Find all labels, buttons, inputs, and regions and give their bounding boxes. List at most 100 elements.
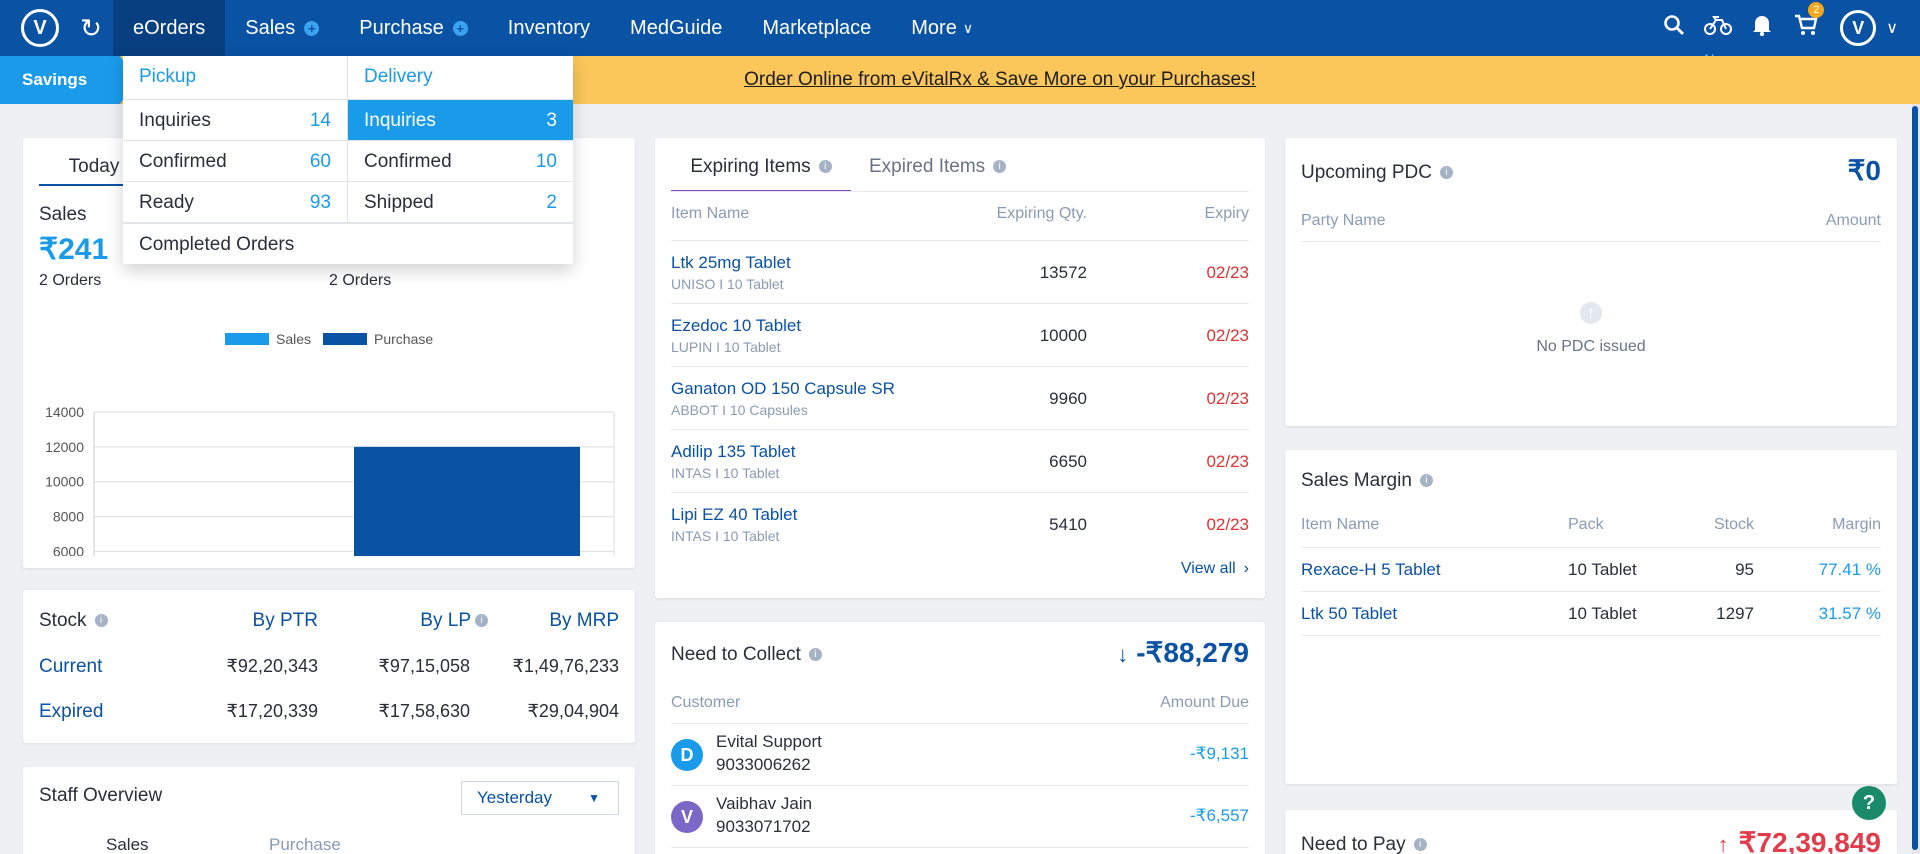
customer-row[interactable]: D Evital Support 9033006262 -₹9,131 xyxy=(671,724,1249,786)
nav-more[interactable]: More ∨ xyxy=(891,0,993,56)
delivery-inquiries[interactable]: Inquiries 3 xyxy=(348,100,573,141)
info-icon[interactable]: i xyxy=(94,614,108,628)
amount-due: -₹6,557 xyxy=(1189,806,1249,825)
item-margin: 77.41 % xyxy=(1818,560,1881,579)
view-all-label: View all xyxy=(1180,560,1236,577)
item-stock: 95 xyxy=(1735,560,1754,579)
stock-value: ₹97,15,058 xyxy=(378,656,470,676)
nav-purchase-label: Purchase xyxy=(359,16,444,39)
pickup-ready[interactable]: Ready 93 xyxy=(123,182,347,223)
item-name-link[interactable]: Ganaton OD 150 Capsule SR xyxy=(671,379,895,398)
bar-purchase[interactable] xyxy=(354,446,580,556)
sales-orders: 2 Orders xyxy=(39,272,102,289)
margin-title: Sales Margin xyxy=(1301,470,1412,491)
expiring-row[interactable]: Ganaton OD 150 Capsule SR ABBOT I 10 Caps… xyxy=(671,366,1249,429)
cart-icon[interactable]: 2 xyxy=(1784,2,1828,42)
nav-marketplace[interactable]: Marketplace xyxy=(762,16,872,39)
today-tab[interactable]: Today xyxy=(39,152,149,186)
help-button[interactable]: ? xyxy=(1852,786,1886,820)
item-margin: 31.57 % xyxy=(1818,604,1881,623)
nav-eorders[interactable]: eOrders xyxy=(113,0,226,56)
col-expiry: Expiry xyxy=(1204,205,1249,222)
item-name-link[interactable]: Adilip 135 Tablet xyxy=(671,442,796,461)
margin-row[interactable]: Rexace-H 5 Tablet 10 Tablet 95 77.41 % xyxy=(1301,548,1881,592)
customer-row[interactable]: V Vaibhav Jain 9033071702 -₹6,557 xyxy=(671,786,1249,848)
customer-avatar: V xyxy=(671,801,703,833)
add-purchase-icon[interactable]: + xyxy=(452,20,468,36)
stock-col-lp[interactable]: By LP i xyxy=(420,610,488,632)
info-icon[interactable]: i xyxy=(1413,838,1427,852)
col-customer: Customer xyxy=(671,694,741,711)
col-margin: Margin xyxy=(1832,516,1881,533)
pickup-inquiries[interactable]: Inquiries 14 xyxy=(123,100,347,141)
info-icon[interactable]: i xyxy=(475,614,488,628)
arrow-down-icon: ↓ xyxy=(1117,642,1129,667)
stock-row-label[interactable]: Current xyxy=(39,656,103,677)
pay-title: Need to Pay xyxy=(1301,834,1406,854)
item-name-link[interactable]: Ezedoc 10 Tablet xyxy=(671,316,802,335)
search-icon[interactable] xyxy=(1652,14,1696,42)
refresh-icon[interactable]: ↻ xyxy=(80,12,102,43)
delivery-shipped[interactable]: Shipped 2 xyxy=(348,182,573,223)
add-sale-icon[interactable]: + xyxy=(304,20,320,36)
info-icon[interactable]: i xyxy=(1419,474,1433,488)
menu-item-label: Ready xyxy=(139,192,194,213)
completed-orders[interactable]: Completed Orders xyxy=(123,223,573,264)
stock-col-mrp[interactable]: By MRP xyxy=(549,610,619,631)
item-name-link[interactable]: Ltk 25mg Tablet xyxy=(671,253,791,272)
view-all-link[interactable]: View all › xyxy=(1181,560,1249,578)
eorders-dropdown: Pickup Inquiries 14 Confirmed 60 Ready 93 D… xyxy=(123,56,573,264)
promo-link[interactable]: Order Online from eVitalRx & Save More o… xyxy=(744,69,1256,90)
col-stock: Stock xyxy=(1713,516,1754,533)
user-avatar[interactable]: V xyxy=(1840,10,1877,46)
expiring-row[interactable]: Ltk 25mg Tablet UNISO I 10 Tablet 13572 02/… xyxy=(671,240,1249,303)
delivery-confirmed[interactable]: Confirmed 10 xyxy=(348,141,573,182)
customer-name[interactable]: Vaibhav Jain xyxy=(716,794,813,813)
stock-card: Stock i By PTR By LP i By MRP Current ₹92,… xyxy=(23,590,635,743)
bell-icon[interactable] xyxy=(1740,14,1784,42)
info-icon[interactable]: i xyxy=(1439,166,1453,180)
scrollbar-thumb[interactable] xyxy=(1912,106,1918,850)
delivery-header[interactable]: Delivery xyxy=(348,56,573,100)
menu-item-count: 14 xyxy=(309,110,331,131)
pay-amount: ↑ ₹72,39,849 xyxy=(1718,826,1881,854)
info-icon[interactable]: i xyxy=(993,160,1007,174)
app-logo[interactable]: V xyxy=(21,9,59,47)
stock-row-label[interactable]: Expired xyxy=(39,701,104,722)
pickup-header[interactable]: Pickup xyxy=(123,56,347,100)
page-scrollbar[interactable] xyxy=(1912,104,1920,854)
expiring-row[interactable]: Lipi EZ 40 Tablet INTAS I 10 Tablet 5410 02… xyxy=(671,492,1249,555)
staff-col-sales: Sales xyxy=(106,835,149,854)
nav-purchase[interactable]: Purchase + xyxy=(339,0,488,56)
expiring-row[interactable]: Adilip 135 Tablet INTAS I 10 Tablet 6650 02… xyxy=(671,429,1249,492)
customer-phone: 9033006262 xyxy=(716,755,811,774)
info-icon[interactable]: i xyxy=(818,160,832,174)
tab-expiring[interactable]: Expiring Items i xyxy=(671,150,851,192)
staff-filter-select[interactable]: Yesterday ▼ xyxy=(461,781,619,815)
savings-tag[interactable]: Savings xyxy=(0,56,136,104)
item-name-link[interactable]: Lipi EZ 40 Tablet xyxy=(671,505,798,524)
legend-swatch xyxy=(323,333,367,345)
margin-row[interactable]: Ltk 50 Tablet 10 Tablet 1297 31.57 % xyxy=(1301,592,1881,636)
pdc-empty-text: No PDC issued xyxy=(1536,338,1646,355)
nav-sales[interactable]: Sales + xyxy=(225,0,339,56)
item-expiry: 02/23 xyxy=(1206,515,1249,534)
tab-expired-label: Expired Items xyxy=(869,156,986,177)
nav-medguide[interactable]: MedGuide xyxy=(630,16,723,39)
item-name-link[interactable]: Rexace-H 5 Tablet xyxy=(1301,560,1441,579)
info-icon[interactable]: i xyxy=(808,648,822,662)
delivery-bike-icon[interactable]: New xyxy=(1696,14,1740,67)
divider xyxy=(671,191,1249,192)
pickup-confirmed[interactable]: Confirmed 60 xyxy=(123,141,347,182)
customer-name[interactable]: Evital Support xyxy=(716,732,822,751)
legend-label: Sales xyxy=(276,331,311,347)
tab-expired[interactable]: Expired Items i xyxy=(869,150,1007,192)
chevron-down-icon: ∨ xyxy=(962,19,974,36)
item-name-link[interactable]: Ltk 50 Tablet xyxy=(1301,604,1398,623)
chevron-down-icon[interactable]: ∨ xyxy=(1886,20,1898,37)
stock-col-ptr[interactable]: By PTR xyxy=(252,610,318,631)
nav-inventory[interactable]: Inventory xyxy=(507,16,591,39)
expiring-row[interactable]: Ezedoc 10 Tablet LUPIN I 10 Tablet 10000 02… xyxy=(671,303,1249,366)
caret-down-icon: ▼ xyxy=(588,791,600,805)
item-meta: UNISO I 10 Tablet xyxy=(671,276,784,292)
